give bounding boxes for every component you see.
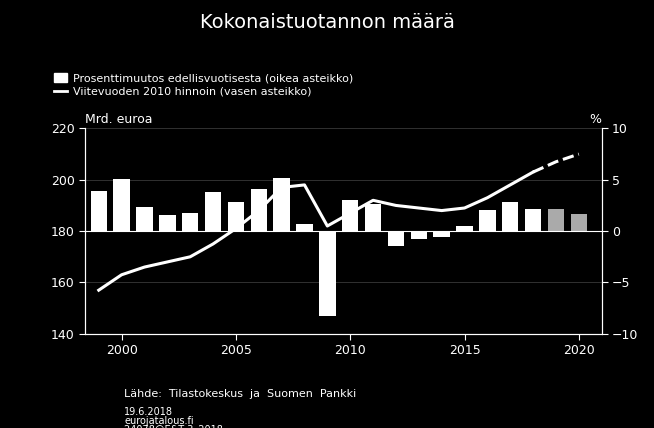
Bar xyxy=(205,192,221,231)
Bar xyxy=(479,210,496,231)
Bar xyxy=(456,226,473,231)
Bar xyxy=(159,215,175,231)
Text: 24078@E&T 3_2018: 24078@E&T 3_2018 xyxy=(124,424,223,428)
Text: Mrd. euroa: Mrd. euroa xyxy=(85,113,152,126)
Bar xyxy=(182,213,198,231)
Bar xyxy=(570,214,587,231)
Bar xyxy=(365,205,381,231)
Bar xyxy=(342,200,358,231)
Bar xyxy=(525,208,542,231)
Text: eurojatalous.fi: eurojatalous.fi xyxy=(124,416,194,426)
Bar xyxy=(113,179,130,231)
Bar xyxy=(136,208,152,231)
Bar xyxy=(411,231,427,239)
Text: 19.6.2018: 19.6.2018 xyxy=(124,407,173,417)
Bar xyxy=(548,208,564,231)
Bar xyxy=(250,189,267,231)
Text: Lähde:  Tilastokeskus  ja  Suomen  Pankki: Lähde: Tilastokeskus ja Suomen Pankki xyxy=(124,389,356,398)
Bar xyxy=(502,202,519,231)
Bar xyxy=(319,231,336,316)
Bar xyxy=(228,202,244,231)
Bar xyxy=(296,224,313,231)
Bar xyxy=(434,231,450,237)
Text: %: % xyxy=(590,113,602,126)
Bar xyxy=(273,178,290,231)
Legend: Prosenttimuutos edellisvuotisesta (oikea asteikko), Viitevuoden 2010 hinnoin (va: Prosenttimuutos edellisvuotisesta (oikea… xyxy=(49,68,357,101)
Text: Kokonaistuotannon määrä: Kokonaistuotannon määrä xyxy=(199,13,455,32)
Bar xyxy=(90,191,107,231)
Bar xyxy=(388,231,404,246)
